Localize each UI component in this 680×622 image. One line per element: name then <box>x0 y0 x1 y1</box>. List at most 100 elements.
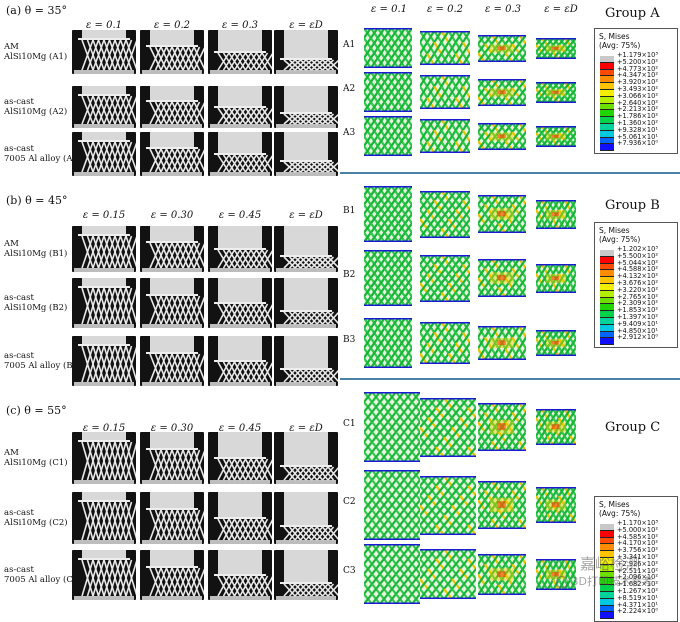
legend-swatch <box>600 317 614 325</box>
strain-label: ε = 0.30 <box>150 210 194 221</box>
group-title: Group C <box>605 420 661 435</box>
legend-value: +1.853×10² <box>617 306 658 315</box>
legend-values: +1.179×10³ +5.200×10² +4.773×10² +4.347×10²… <box>617 52 658 147</box>
stress-legend: S, Mises (Avg: 75%) +1.170×10³ +5.000×10² +4… <box>594 496 678 622</box>
fem-contour-plot <box>536 81 576 103</box>
legend-value: +3.920×10² <box>617 78 658 87</box>
legend-swatch <box>600 585 614 592</box>
fem-contour-plot <box>536 125 576 147</box>
legend-value: +1.360×10² <box>617 118 658 127</box>
specimen-photo <box>72 492 136 544</box>
legend-swatch <box>600 103 614 111</box>
legend-value: +1.267×10² <box>617 586 658 595</box>
fem-contour-plot <box>420 549 476 599</box>
group-divider <box>340 172 680 174</box>
specimen-photo <box>140 132 204 176</box>
legend-value: +2.912×10⁰ <box>617 333 658 342</box>
specimen-label: AM AlSi10Mg (C1) <box>4 448 68 468</box>
watermark: 嘉峪检测 <box>580 553 640 574</box>
strain-label: ε = 0.1 <box>85 20 122 31</box>
legend-swatch <box>600 598 614 606</box>
strain-label: ε = 0.45 <box>218 423 262 434</box>
fem-row-label: A3 <box>343 128 356 138</box>
specimen-label-line2: AlSi10Mg (C2) <box>4 518 68 528</box>
legend-value: +2.511×10² <box>617 566 658 575</box>
fem-row-label: C3 <box>343 566 356 576</box>
legend-value: +1.202×10³ <box>617 245 658 253</box>
legend-swatch <box>600 256 614 264</box>
specimen-label: as-cast AlSi10Mg (B2) <box>4 293 67 313</box>
legend-swatch <box>600 250 614 257</box>
specimen-label: as-cast 7005 Al alloy (B3) <box>4 351 81 371</box>
specimen-label-line1: AM <box>4 448 19 458</box>
legend-swatch <box>600 297 614 305</box>
specimen-label-line1: as-cast <box>4 97 34 107</box>
legend-swatch <box>600 564 614 572</box>
specimen-photo <box>72 30 136 74</box>
specimen-label-line1: as-cast <box>4 144 34 154</box>
legend-swatch <box>600 263 614 271</box>
specimen-label: AM AlSi10Mg (A1) <box>4 42 67 62</box>
legend-swatch <box>600 62 614 70</box>
fem-contour-plot <box>478 34 526 62</box>
fem-contour-plot <box>420 322 470 364</box>
legend-swatch <box>600 304 614 312</box>
legend-header-avg: (Avg: 75%) <box>599 509 641 518</box>
strain-label: ε = 0.45 <box>218 210 262 221</box>
fem-contour-plot <box>420 119 470 153</box>
specimen-photo <box>140 278 204 328</box>
specimen-photo <box>72 550 136 600</box>
section-title: (b) θ = 45° <box>6 194 68 207</box>
specimen-label-line2: AlSi10Mg (A2) <box>4 107 68 117</box>
fem-contour-plot <box>364 392 420 462</box>
specimen-label: AM AlSi10Mg (B1) <box>4 239 67 259</box>
specimen-photo <box>208 132 272 176</box>
watermark-sub-text: 3D打印技术参考 <box>571 575 653 588</box>
stress-legend: S, Mises (Avg: 75%) +1.202×10³ +5.500×10² +5… <box>594 222 678 348</box>
legend-value: +9.409×10¹ <box>617 319 658 328</box>
fem-row-label: C2 <box>343 497 356 507</box>
fem-contour-plot <box>364 250 412 306</box>
strain-label: ε = εD <box>289 20 323 31</box>
specimen-label-line1: as-cast <box>4 293 34 303</box>
legend-swatch <box>600 544 614 552</box>
legend-color-bar <box>600 250 614 346</box>
specimen-label-line2: 7005 Al alloy (C3) <box>4 575 82 585</box>
legend-value: +3.066×10² <box>617 91 658 100</box>
legend-header: S, Mises (Avg: 75%) <box>599 226 677 244</box>
specimen-photo <box>208 278 272 328</box>
legend-swatch <box>600 338 614 346</box>
fem-contour-plot <box>364 186 412 242</box>
legend-value: +2.926×10² <box>617 559 658 568</box>
watermark-sub: 3D打印技术参考 <box>556 573 653 589</box>
legend-swatch <box>600 69 614 77</box>
fem-contour-plot <box>364 28 412 68</box>
specimen-label: as-cast 7005 Al alloy (A3) <box>4 144 81 164</box>
fem-contour-plot <box>420 397 476 457</box>
specimen-label-line1: AM <box>4 239 19 249</box>
legend-swatch <box>600 96 614 104</box>
wechat-icon <box>556 576 568 588</box>
fem-contour-plot <box>536 409 576 445</box>
legend-value: +2.213×10² <box>617 105 658 114</box>
fem-strain-label: ε = 0.2 <box>426 4 463 15</box>
specimen-label-line2: 7005 Al alloy (A3) <box>4 154 82 164</box>
legend-value: +2.224×10⁰ <box>617 607 658 616</box>
specimen-label-line2: 7005 Al alloy (B3) <box>4 361 82 371</box>
legend-value: +2.765×10² <box>617 292 658 301</box>
legend-value: +2.640×10² <box>617 98 658 107</box>
section-title: (c) θ = 55° <box>6 404 67 417</box>
legend-value: +5.000×10² <box>617 525 658 534</box>
legend-header: S, Mises (Avg: 75%) <box>599 500 677 518</box>
legend-value: +1.682×10² <box>617 580 658 589</box>
fem-contour-plot <box>364 318 412 368</box>
specimen-photo <box>274 86 338 128</box>
fem-row-label: A1 <box>343 40 356 50</box>
specimen-photo <box>274 432 338 484</box>
specimen-label-line2: AlSi10Mg (C1) <box>4 458 68 468</box>
specimen-photo <box>274 550 338 600</box>
legend-swatch <box>600 551 614 558</box>
specimen-photo <box>140 226 204 272</box>
watermark-text: 嘉峪检测 <box>580 555 641 573</box>
fem-contour-plot <box>420 75 470 109</box>
